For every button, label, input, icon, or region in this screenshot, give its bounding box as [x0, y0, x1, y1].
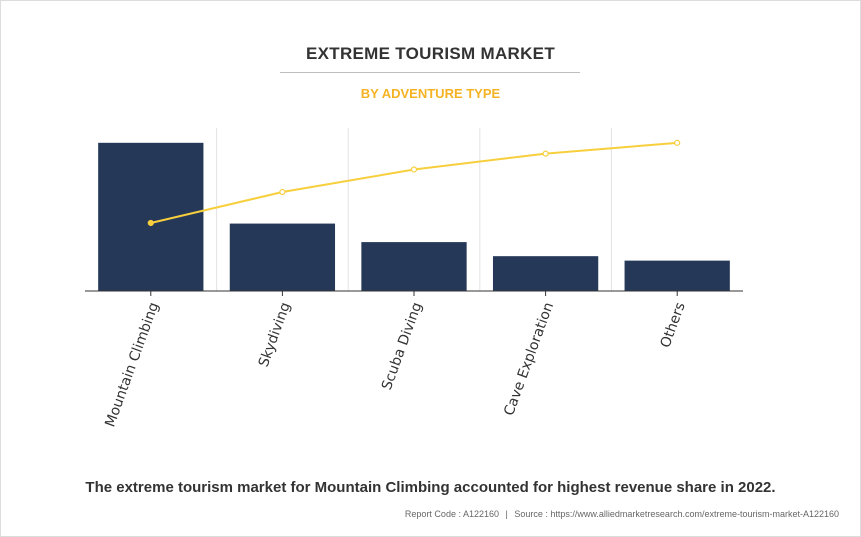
grid-lines: [216, 128, 612, 291]
x-axis-ticks: [150, 291, 678, 296]
bar-skydiving[interactable]: [229, 223, 336, 291]
line-point[interactable]: [279, 188, 286, 196]
chart-subtitle: BY ADVENTURE TYPE: [360, 86, 501, 101]
source-link[interactable]: Source : https://www.alliedmarketresearc…: [514, 509, 839, 519]
x-axis-tick-labels: Mountain Climbing Skydiving Scuba Diving Ca…: [102, 300, 688, 429]
footer-source: Report Code : A122160 | Source : https:/…: [405, 509, 839, 519]
line-point[interactable]: [410, 166, 418, 173]
x-tick-label: Cave Exploration: [501, 300, 557, 418]
footer-separator: |: [505, 509, 508, 519]
x-tick-label: Mountain Climbing: [102, 300, 162, 429]
cumulative-line: [150, 141, 678, 224]
bar-cave-exploration[interactable]: [492, 256, 599, 291]
chart-title: EXTREME TOURISM MARKET: [305, 44, 556, 63]
cumulative-line-series: [147, 139, 681, 227]
line-point[interactable]: [674, 139, 681, 146]
title-divider: [280, 72, 580, 73]
bar-others[interactable]: [624, 260, 730, 291]
line-point[interactable]: [147, 219, 154, 227]
bar-series: [98, 142, 730, 291]
line-point[interactable]: [542, 150, 549, 157]
x-tick-label: Others: [658, 300, 689, 350]
bar-scuba-diving[interactable]: [361, 242, 467, 291]
chart-caption: The extreme tourism market for Mountain …: [85, 479, 776, 496]
x-tick-label: Skydiving: [256, 300, 294, 369]
x-tick-label: Scuba Diving: [379, 300, 425, 392]
bar-mountain-climbing[interactable]: [98, 142, 204, 291]
report-code: Report Code : A122160: [404, 509, 499, 519]
